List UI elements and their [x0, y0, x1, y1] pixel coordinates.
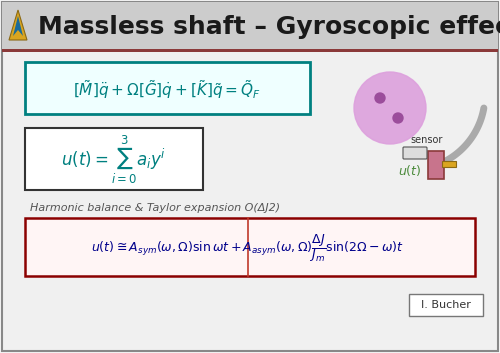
Text: $[\tilde{M}]\ddot{q}+\Omega[\tilde{G}]\dot{q}+[\tilde{K}]\tilde{q}=\tilde{Q}_F$: $[\tilde{M}]\ddot{q}+\Omega[\tilde{G}]\d…: [73, 78, 261, 101]
Bar: [25, 218, 475, 276]
FancyBboxPatch shape: [403, 147, 427, 159]
Text: Massless shaft – Gyroscopic effect: Massless shaft – Gyroscopic effect: [38, 15, 500, 39]
Polygon shape: [13, 16, 23, 36]
Text: $u(t)=\sum_{i=0}^{3}a_i y^i$: $u(t)=\sum_{i=0}^{3}a_i y^i$: [62, 134, 166, 186]
Circle shape: [354, 72, 426, 144]
Text: I. Bucher: I. Bucher: [421, 300, 471, 310]
Text: $u(t)\cong A_{sym}(\omega,\Omega)\sin\omega t+A_{asym}(\omega,\Omega)\dfrac{\Del: $u(t)\cong A_{sym}(\omega,\Omega)\sin\om…: [92, 232, 405, 264]
Bar: [25, 62, 310, 114]
Circle shape: [375, 93, 385, 103]
Bar: [2, 49, 498, 52]
Circle shape: [393, 113, 403, 123]
Bar: [25, 128, 203, 190]
Bar: [428, 151, 444, 179]
Text: Harmonic balance & Taylor expansion O(ΔJ2): Harmonic balance & Taylor expansion O(ΔJ…: [30, 203, 280, 213]
FancyBboxPatch shape: [409, 294, 483, 316]
Text: sensor: sensor: [410, 135, 442, 145]
Polygon shape: [9, 10, 27, 40]
Text: $u(t)$: $u(t)$: [398, 162, 421, 178]
Bar: [2, 2, 498, 50]
Bar: [442, 161, 456, 167]
